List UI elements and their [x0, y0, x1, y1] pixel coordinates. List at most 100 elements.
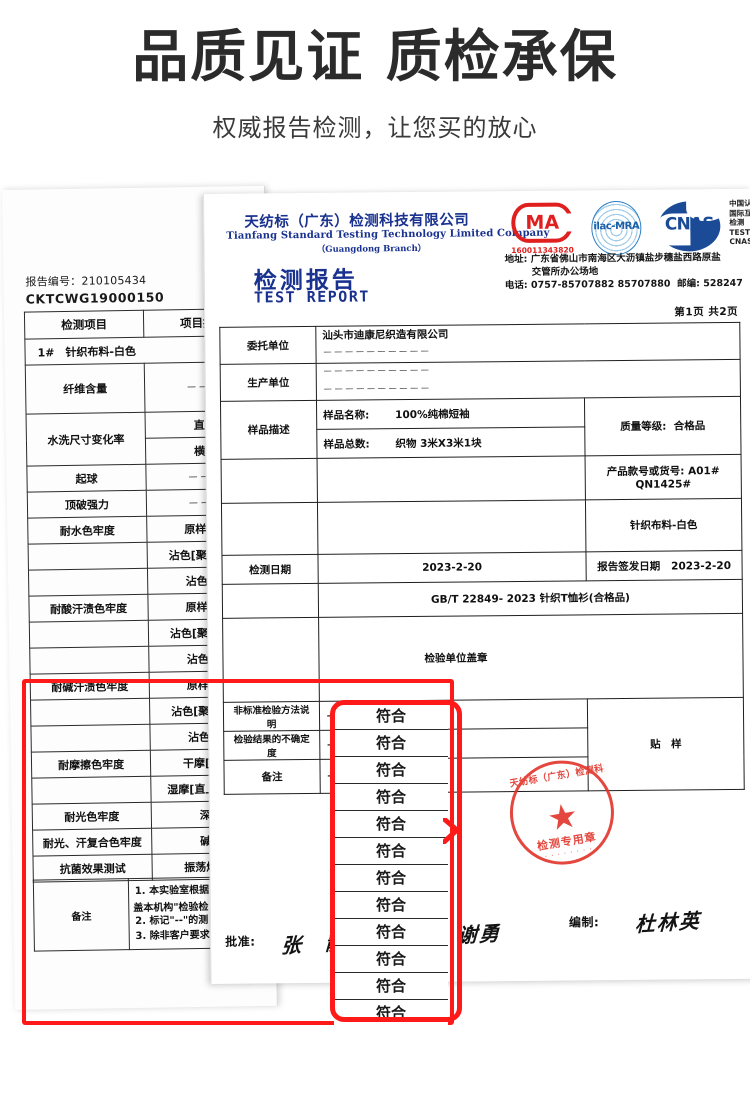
verdict-cell: 符合 — [334, 730, 448, 757]
table-row: 非标准检验方法说明 －－－－－－－ 贴 样 — [223, 697, 745, 791]
verdict-cell: 符合 — [334, 784, 448, 811]
verdict-cell: 符合 — [334, 1000, 448, 1026]
verdict-cell: 符合 — [334, 757, 448, 784]
lab-name-en: Tianfang Standard Testing Technology Lim… — [226, 227, 550, 242]
report-title-en: TEST REPORT — [253, 287, 370, 307]
ilac-logo-text: ilac-MRA — [593, 220, 640, 233]
lab-branch-en: （Guangdong Branch） — [316, 243, 427, 255]
field-spacer-2 — [317, 499, 586, 555]
ma-logo-text: MA — [525, 211, 560, 234]
phone-label: 电话: — [504, 279, 528, 292]
report-info-table: 委托单位 汕头市迪康尼织造有限公司 －－－－－－－－－－ 生产单位 －－－－－－… — [219, 322, 745, 795]
field-label-uncertainty: 检验结果的不确定度 — [223, 730, 320, 761]
ilac-mra-icon: ilac-MRA — [585, 200, 648, 257]
verdict-cell: 符合 — [334, 703, 448, 730]
issue-date-value: 2023-2-20 — [671, 559, 732, 573]
field-label-sample-kind — [221, 502, 318, 556]
table-row: GB/T 22849- 2023 针织T恤衫(合格品) — [222, 579, 743, 619]
promo-header: 品质见证 质检承保 权威报告检测，让您买的放心 — [0, 0, 750, 178]
table-row: 检验单位盖章 — [222, 613, 744, 703]
table-row: 生产单位 －－－－－－－－－－ －－－－－－－－－－ — [220, 359, 741, 402]
postcode-label: 邮编: — [677, 278, 700, 290]
group-label-blank-3 — [29, 620, 149, 649]
field-value-standard: GB/T 22849- 2023 针织T恤衫(合格品) — [318, 579, 743, 618]
issue-date-label: 报告签发日期 — [597, 560, 661, 573]
field-value-producer: －－－－－－－－－－ －－－－－－－－－－ — [316, 359, 741, 401]
sig-label-approve: 批准: — [225, 934, 256, 949]
postcode-value: 528247 — [703, 277, 743, 290]
notes-label: 备注 — [33, 878, 130, 952]
field-attach-sample: 贴 样 — [587, 697, 745, 791]
sig-name-review: 谢勇 — [456, 920, 502, 948]
cnas-icon: CNAS — [654, 196, 727, 254]
address-label: 地址: — [504, 253, 528, 266]
group-label-blank-4 — [29, 646, 150, 675]
table-row: 样品描述 样品名称: 100%纯棉短袖 质量等级: 合格品 — [220, 396, 742, 460]
row-label-bursting: 顶破强力 — [27, 490, 147, 519]
field-value-model: 产品款号或货号: A01# QN1425# — [585, 454, 742, 500]
row-label-shrinkage: 水洗尺寸变化率 — [26, 412, 146, 467]
sample-qty-value: 织物 3米X3米1块 — [395, 436, 482, 450]
field-label-model — [221, 458, 318, 504]
group-label-blank-7 — [31, 776, 152, 805]
sample-name-value: 100%纯棉短袖 — [395, 407, 470, 421]
verdict-cell: 符合 — [334, 838, 448, 865]
quality-grade-label: 质量等级: — [620, 420, 667, 434]
field-label-nonstandard: 非标准检验方法说明 — [223, 701, 320, 732]
promo-subtitle: 权威报告检测，让您买的放心 — [212, 114, 538, 142]
group-label-blank-5 — [30, 698, 150, 727]
signature-block: 批准: 张 静 审核: 谢勇 编制: 杜林英 — [225, 904, 750, 969]
group-label-acid: 耐酸汗渍色牢度 — [28, 594, 149, 623]
document-stage: 报告编号：210105434 CKTCWG19000150 检测项目 项目描述 … — [0, 178, 750, 1026]
verdict-cell: 符合 — [334, 973, 448, 1000]
page-indicator: 第1页 共2页 — [674, 305, 739, 319]
table-row: 产品款号或货号: A01# QN1425# — [221, 454, 742, 504]
product-model-label: 产品款号或货号: — [606, 465, 685, 479]
group-label-blank-2 — [28, 568, 148, 597]
sig-label-prepare: 编制: — [568, 915, 600, 930]
ma-certification-icon: MA 160011343820 — [511, 202, 576, 255]
field-label-standard — [222, 583, 319, 619]
group-label-blank-6 — [30, 724, 151, 753]
group-label-water: 耐水色牢度 — [27, 516, 148, 545]
sample-qty-label: 样品总数: — [323, 437, 370, 451]
sample-name-label: 样品名称: — [323, 408, 370, 422]
group-label-light: 耐光色牢度 — [32, 802, 152, 831]
row-label-pilling: 起球 — [26, 464, 147, 493]
report-letterhead: 天纺标（广东）检测科技有限公司 Tianfang Standard Testin… — [204, 189, 750, 314]
sig-name-prepare: 杜林英 — [634, 908, 702, 937]
seal-label: 检验单位盖章 — [424, 652, 488, 665]
field-label-test-date: 检测日期 — [221, 554, 319, 585]
table-row: 委托单位 汕头市迪康尼织造有限公司 －－－－－－－－－－ — [219, 322, 741, 365]
promo-title: 品质见证 质检承保 — [132, 25, 618, 90]
table-row: 针织布料-白色 — [221, 498, 742, 556]
verdict-overlay-column: 符合 符合 符合 符合 符合 符合 符合 符合 符合 符合 符合 符合 — [334, 703, 448, 1026]
group-label-rubbing: 耐摩擦色牢度 — [31, 750, 151, 779]
verdict-cell: 符合 — [334, 865, 448, 892]
field-issue-date-cell: 报告签发日期 2023-2-20 — [585, 550, 743, 581]
row-label-fiber: 纤维含量 — [25, 363, 146, 415]
group-label-light-sweat: 耐光、汗复合色牢度 — [32, 828, 152, 857]
accreditation-logos: MA 160011343820 ilac-MRA CNAS 中国认可 国际互认 检测… — [504, 196, 750, 257]
field-value-sample-qty: 样品总数: 织物 3米X3米1块 — [316, 426, 586, 459]
field-value-client: 汕头市迪康尼织造有限公司 －－－－－－－－－－ — [315, 322, 741, 364]
field-label-seal — [222, 617, 320, 703]
field-label-client: 委托单位 — [219, 326, 317, 365]
group-label-alkali: 耐碱汗渍色牢度 — [30, 672, 150, 701]
report-no-value: 210105434 — [81, 273, 147, 288]
field-value-seal: 检验单位盖章 — [318, 613, 744, 702]
field-spacer-1 — [317, 455, 586, 503]
verdict-cell: 符合 — [334, 811, 448, 838]
field-value-sample-kind: 针织布料-白色 — [585, 498, 742, 552]
field-value-test-date: 2023-2-20 — [317, 551, 587, 584]
field-label-sample-desc: 样品描述 — [220, 400, 318, 460]
quality-grade-value: 合格品 — [673, 420, 706, 433]
group-label-blank-1 — [28, 542, 148, 571]
field-label-remark: 备注 — [223, 759, 321, 795]
address-line-1: 广东省佛山市南海区大沥镇盐步穗盐西路原盐 — [530, 252, 721, 265]
lab-contact-block: 地址: 广东省佛山市南海区大沥镇盐步穗盐西路原盐 交管所办公场地 电话: 075… — [505, 251, 750, 292]
verdict-cell: 符合 — [334, 946, 448, 973]
verdict-cell: 符合 — [334, 892, 448, 919]
main-report-sheet: 天纺标（广东）检测科技有限公司 Tianfang Standard Testin… — [203, 188, 750, 984]
verdict-cell: 符合 — [334, 919, 448, 946]
